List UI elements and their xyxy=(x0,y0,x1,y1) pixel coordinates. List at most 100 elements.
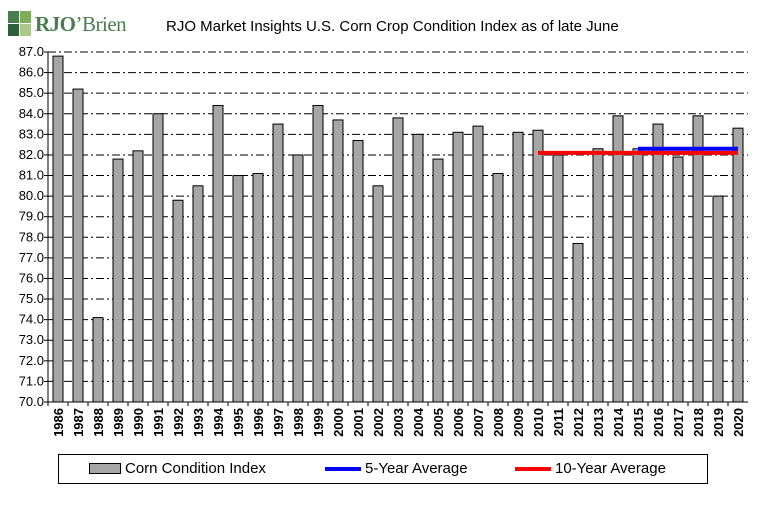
bar-2009 xyxy=(512,131,524,403)
x-tick-label: 2010 xyxy=(531,408,546,437)
y-tick-label: 77.0 xyxy=(19,250,44,265)
x-tick-label: 2004 xyxy=(411,407,426,437)
logo-mark-icon xyxy=(8,11,32,37)
y-tick-label: 84.0 xyxy=(19,106,44,121)
rjobrien-logo: RJO’Brien xyxy=(8,8,127,40)
bar-2018 xyxy=(692,115,704,403)
x-tick-label: 2009 xyxy=(511,408,526,437)
y-tick-label: 86.0 xyxy=(19,65,44,80)
x-tick-label: 2003 xyxy=(391,408,406,437)
bar-2014 xyxy=(612,115,624,403)
y-tick-label: 70.0 xyxy=(19,394,44,409)
bar-2003 xyxy=(392,117,404,403)
bar-2013 xyxy=(592,148,604,403)
legend-bar-swatch xyxy=(89,463,121,474)
x-tick-label: 2015 xyxy=(631,408,646,437)
x-tick-label: 2016 xyxy=(651,408,666,437)
bar-2010 xyxy=(532,129,544,403)
x-tick-label: 1997 xyxy=(271,408,286,437)
x-tick-label: 2000 xyxy=(331,408,346,437)
x-tick-label: 1998 xyxy=(291,408,306,437)
x-tick-label: 1992 xyxy=(171,408,186,437)
chart-legend: Corn Condition Index 5-Year Average 10-Y… xyxy=(58,454,708,484)
bar-2000 xyxy=(332,119,344,403)
bar-2006 xyxy=(452,131,464,403)
bar-1996 xyxy=(252,172,264,403)
x-tick-label: 1986 xyxy=(51,408,66,437)
bar-1989 xyxy=(112,158,124,403)
legend-label-10-year: 10-Year Average xyxy=(555,460,666,477)
x-tick-label: 2006 xyxy=(451,408,466,437)
x-tick-label: 2019 xyxy=(711,408,726,437)
x-tick-label: 2014 xyxy=(611,407,626,437)
x-tick-label: 1989 xyxy=(111,408,126,437)
bar-1994 xyxy=(212,105,224,403)
x-tick-label: 1991 xyxy=(151,408,166,437)
x-tick-label: 2008 xyxy=(491,408,506,437)
x-tick-label: 1999 xyxy=(311,408,326,437)
y-tick-label: 85.0 xyxy=(19,85,44,100)
legend-item-corn-condition: Corn Condition Index xyxy=(89,460,266,477)
bar-1986 xyxy=(52,55,64,403)
bar-1991 xyxy=(152,113,164,403)
bar-2020 xyxy=(732,127,744,403)
bar-2001 xyxy=(352,140,364,403)
y-tick-label: 79.0 xyxy=(19,209,44,224)
y-tick-label: 82.0 xyxy=(19,147,44,162)
legend-item-5-year: 5-Year Average xyxy=(325,460,468,477)
bar-1988 xyxy=(92,317,104,403)
x-tick-label: 1988 xyxy=(91,408,106,437)
x-tick-label: 2007 xyxy=(471,408,486,437)
y-tick-label: 74.0 xyxy=(19,312,44,327)
bar-1992 xyxy=(172,199,184,403)
bar-2004 xyxy=(412,133,424,403)
y-tick-label: 80.0 xyxy=(19,188,44,203)
x-tick-label: 2001 xyxy=(351,408,366,437)
bar-2017 xyxy=(672,156,684,403)
x-tick-label: 1987 xyxy=(71,408,86,437)
logo-wordmark: RJO’Brien xyxy=(35,11,127,36)
x-tick-label: 1996 xyxy=(251,408,266,437)
x-tick-label: 1990 xyxy=(131,408,146,437)
legend-label-corn-condition: Corn Condition Index xyxy=(125,460,266,477)
x-tick-label: 2005 xyxy=(431,408,446,437)
bar-1999 xyxy=(312,105,324,403)
bar-2012 xyxy=(572,242,584,403)
x-tick-label: 2011 xyxy=(551,408,566,436)
x-tick-label: 2012 xyxy=(571,408,586,437)
y-tick-label: 75.0 xyxy=(19,291,44,306)
bar-1987 xyxy=(72,88,84,403)
bar-1995 xyxy=(232,175,244,403)
bar-1998 xyxy=(292,154,304,403)
y-tick-label: 76.0 xyxy=(19,270,44,285)
x-tick-label: 2017 xyxy=(671,408,686,437)
legend-item-10-year: 10-Year Average xyxy=(515,460,666,477)
legend-blue-line-swatch xyxy=(325,466,361,471)
bar-1993 xyxy=(192,185,204,403)
x-tick-label: 2002 xyxy=(371,408,386,437)
bar-1997 xyxy=(272,123,284,403)
y-tick-label: 83.0 xyxy=(19,126,44,141)
y-tick-label: 87.0 xyxy=(19,44,44,59)
legend-label-5-year: 5-Year Average xyxy=(365,460,468,477)
y-tick-label: 73.0 xyxy=(19,332,44,347)
x-tick-label: 2018 xyxy=(691,408,706,437)
chart-title: RJO Market Insights U.S. Corn Crop Condi… xyxy=(166,18,619,35)
bar-2011 xyxy=(552,154,564,403)
x-tick-label: 1994 xyxy=(211,407,226,437)
y-tick-label: 78.0 xyxy=(19,229,44,244)
bar-2005 xyxy=(432,158,444,403)
bar-2007 xyxy=(472,125,484,403)
y-tick-label: 71.0 xyxy=(19,373,44,388)
x-tick-label: 2020 xyxy=(731,408,746,437)
legend-red-line-swatch xyxy=(515,466,551,471)
bar-1990 xyxy=(132,150,144,403)
y-tick-label: 81.0 xyxy=(19,168,44,183)
x-tick-label: 2013 xyxy=(591,408,606,437)
bar-2019 xyxy=(712,195,724,403)
bar-2002 xyxy=(372,185,384,403)
bar-2015 xyxy=(632,148,644,403)
y-tick-label: 72.0 xyxy=(19,353,44,368)
x-tick-label: 1993 xyxy=(191,408,206,437)
